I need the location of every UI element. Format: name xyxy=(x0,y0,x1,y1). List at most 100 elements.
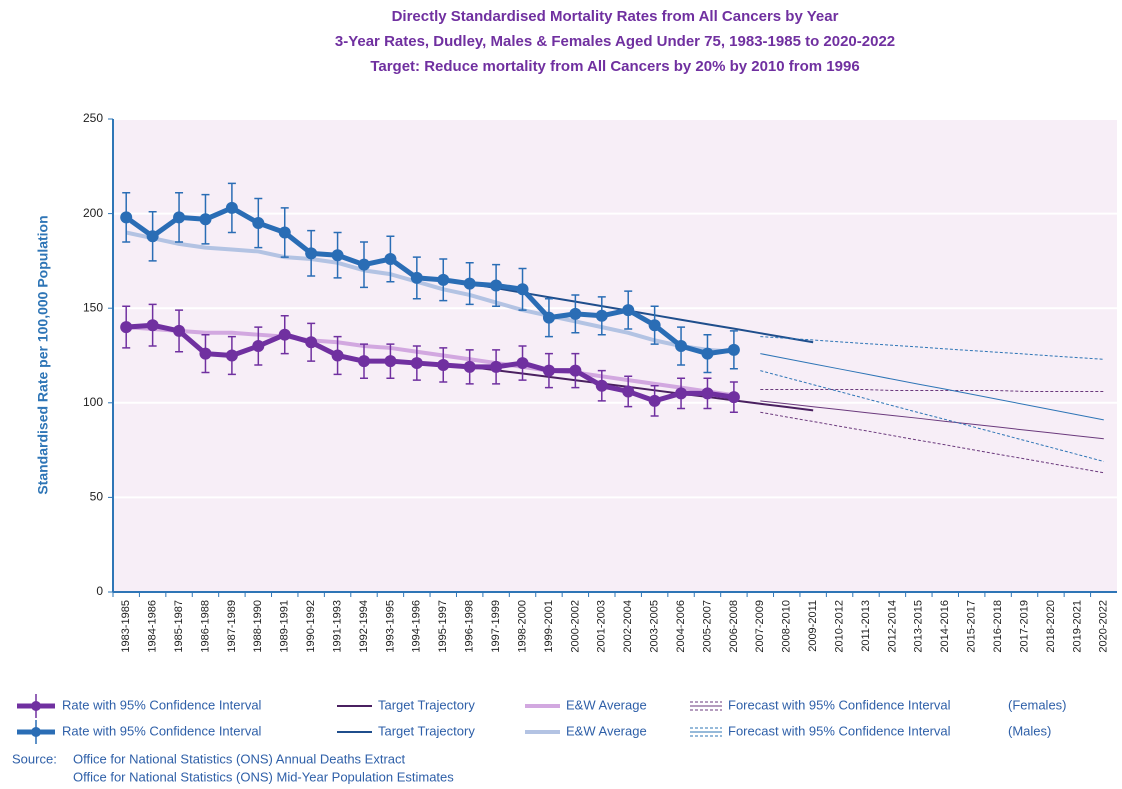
data-point xyxy=(701,347,714,360)
x-tick-label: 2005-2007 xyxy=(701,600,713,653)
x-tick-label: 2013-2015 xyxy=(913,600,925,653)
data-point xyxy=(595,379,608,392)
x-tick-label: 2016-2018 xyxy=(992,600,1004,653)
x-tick-label: 2019-2021 xyxy=(1071,600,1083,653)
y-tick-label: 0 xyxy=(96,584,103,598)
x-tick-label: 1986-1988 xyxy=(199,600,211,653)
legend-suffix: (Males) xyxy=(1008,723,1051,738)
data-point xyxy=(463,360,476,373)
legend-label: Rate with 95% Confidence Interval xyxy=(62,723,262,738)
data-point xyxy=(384,355,397,368)
data-point xyxy=(278,226,291,239)
data-point xyxy=(384,253,397,266)
x-tick-label: 2012-2014 xyxy=(886,600,898,653)
x-tick-label: 1998-2000 xyxy=(516,600,528,653)
series-line xyxy=(125,230,735,354)
forecast-upper xyxy=(760,389,1104,392)
chart-subtitle: Target: Reduce mortality from All Cancer… xyxy=(370,58,859,75)
x-tick-label: 2000-2002 xyxy=(569,600,581,653)
source-line: Office for National Statistics (ONS) Mid… xyxy=(73,769,454,784)
legend-label: Rate with 95% Confidence Interval xyxy=(62,697,262,712)
x-tick-label: 2002-2004 xyxy=(622,600,634,653)
x-tick-label: 1993-1995 xyxy=(384,600,396,653)
legend-label: Forecast with 95% Confidence Interval xyxy=(728,723,951,738)
data-point xyxy=(410,357,423,370)
x-tick-label: 2018-2020 xyxy=(1045,600,1057,653)
data-point xyxy=(410,271,423,284)
data-point xyxy=(278,328,291,341)
legend-label: Target Trajectory xyxy=(378,697,475,712)
legend-label: E&W Average xyxy=(566,723,647,738)
x-tick-label: 2001-2003 xyxy=(596,600,608,653)
data-point xyxy=(675,340,688,353)
data-point xyxy=(358,258,370,271)
data-point xyxy=(727,391,740,404)
data-point xyxy=(225,201,238,214)
series-line xyxy=(126,325,735,398)
legend-suffix: (Females) xyxy=(1008,697,1067,712)
data-point xyxy=(595,309,608,322)
data-point xyxy=(120,321,133,334)
data-point xyxy=(173,211,186,224)
x-tick-label: 1983-1985 xyxy=(120,600,132,653)
data-point xyxy=(437,358,450,371)
chart-subtitle: 3-Year Rates, Dudley, Males & Females Ag… xyxy=(335,33,895,50)
plot-area xyxy=(113,119,1117,592)
x-tick-label: 2011-2013 xyxy=(860,600,872,652)
x-tick-label: 1989-1991 xyxy=(279,600,291,653)
legend-label: Target Trajectory xyxy=(378,723,475,738)
x-tick-label: 1990-1992 xyxy=(305,600,317,653)
legend-label: E&W Average xyxy=(566,697,647,712)
data-point xyxy=(437,273,450,286)
x-tick-label: 2009-2011 xyxy=(807,600,819,652)
data-point xyxy=(331,249,344,262)
forecast-lower xyxy=(760,370,1104,462)
data-point xyxy=(305,247,318,260)
y-axis-label: Standardised Rate per 100,000 Population xyxy=(35,215,51,494)
y-tick-label: 100 xyxy=(83,395,103,409)
data-point xyxy=(252,340,265,353)
x-tick-label: 1995-1997 xyxy=(437,600,449,653)
data-point xyxy=(463,277,476,290)
data-point xyxy=(516,357,529,370)
data-point xyxy=(622,385,635,398)
data-point xyxy=(675,387,688,400)
data-point xyxy=(542,364,555,377)
x-tick-label: 2017-2019 xyxy=(1018,600,1030,653)
chart-title: Directly Standardised Mortality Rates fr… xyxy=(392,8,839,25)
x-tick-label: 2014-2016 xyxy=(939,600,951,653)
data-point xyxy=(569,364,582,377)
data-point xyxy=(225,349,238,362)
legend-label: Forecast with 95% Confidence Interval xyxy=(728,697,951,712)
source-label: Source: xyxy=(12,751,57,766)
x-tick-label: 2015-2017 xyxy=(966,600,978,653)
data-point xyxy=(727,343,740,356)
x-tick-label: 1984-1986 xyxy=(147,600,159,653)
y-tick-label: 50 xyxy=(90,490,104,504)
forecast-upper xyxy=(760,336,1104,360)
x-tick-label: 2008-2010 xyxy=(781,600,793,653)
y-tick-label: 250 xyxy=(83,111,103,125)
y-tick-label: 200 xyxy=(83,206,103,220)
x-tick-label: 1997-1999 xyxy=(490,600,502,653)
x-tick-label: 1999-2001 xyxy=(543,600,555,653)
data-point xyxy=(648,394,661,407)
x-tick-label: 1994-1996 xyxy=(411,600,423,653)
legend-symbol xyxy=(31,701,41,711)
data-point xyxy=(305,336,318,349)
x-tick-label: 1988-1990 xyxy=(252,600,264,653)
data-point xyxy=(173,324,186,337)
data-point xyxy=(199,213,212,226)
legend-symbol xyxy=(31,727,41,737)
source-line: Office for National Statistics (ONS) Ann… xyxy=(73,751,406,766)
x-tick-label: 2007-2009 xyxy=(754,600,766,653)
data-point xyxy=(490,279,503,292)
data-point xyxy=(331,349,344,362)
series-line xyxy=(760,353,1104,421)
data-point xyxy=(199,347,212,360)
data-point xyxy=(648,319,661,332)
x-tick-label: 2006-2008 xyxy=(728,600,740,653)
x-tick-label: 2010-2012 xyxy=(833,600,845,653)
series-line xyxy=(469,365,814,412)
